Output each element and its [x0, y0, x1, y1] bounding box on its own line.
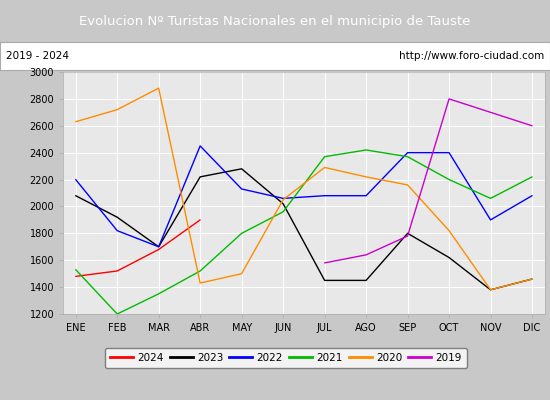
- Legend: 2024, 2023, 2022, 2021, 2020, 2019: 2024, 2023, 2022, 2021, 2020, 2019: [105, 348, 467, 368]
- Text: Evolucion Nº Turistas Nacionales en el municipio de Tauste: Evolucion Nº Turistas Nacionales en el m…: [79, 14, 471, 28]
- Text: 2019 - 2024: 2019 - 2024: [6, 51, 69, 61]
- Text: http://www.foro-ciudad.com: http://www.foro-ciudad.com: [399, 51, 544, 61]
